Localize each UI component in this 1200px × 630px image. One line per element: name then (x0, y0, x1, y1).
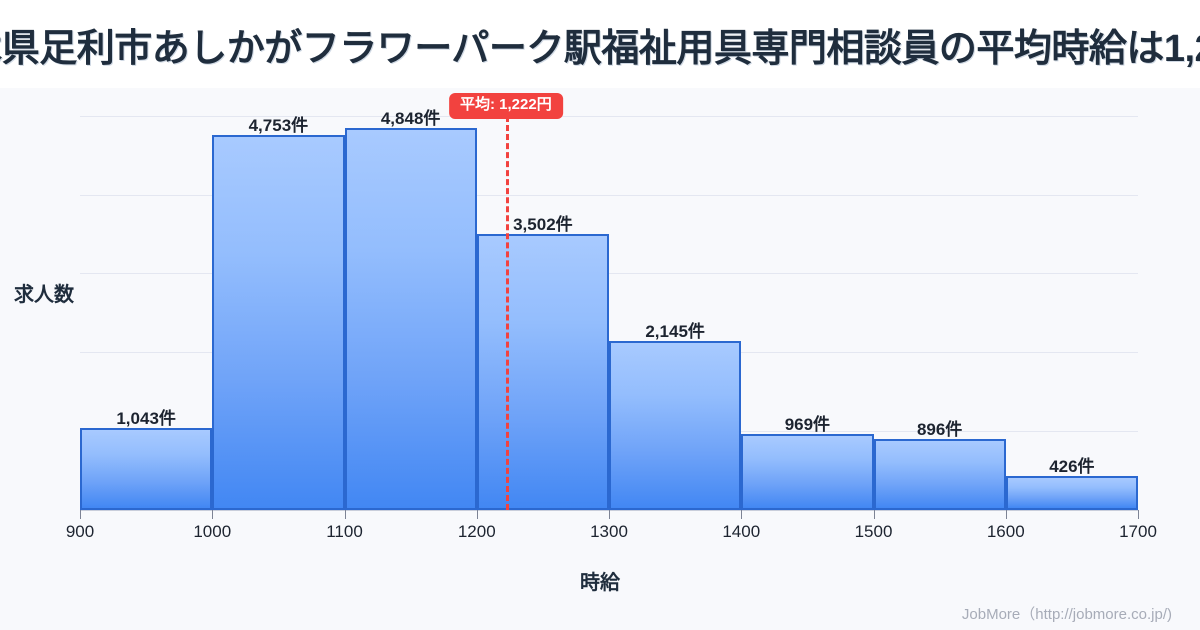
page-title: 木県足利市あしかがフラワーパーク駅福祉用具専門相談員の平均時給は1,22 (0, 0, 1200, 88)
histogram-bar[interactable] (80, 427, 213, 510)
x-axis-tick (1138, 510, 1139, 519)
gridline (80, 273, 1138, 275)
y-axis-title: 求人数 (14, 284, 74, 306)
x-axis-tick (609, 510, 610, 519)
x-axis-tick (873, 510, 875, 519)
histogram-bar[interactable] (476, 233, 609, 510)
footer-credit: JobMore（http://jobmore.co.jp/) (961, 606, 1172, 623)
x-axis-tick-label: 1400 (722, 522, 761, 541)
gridline (80, 115, 1138, 117)
bar-value-label: 969件 (784, 414, 831, 434)
mean-badge: 平均: 1,222円 (448, 93, 563, 119)
x-axis-tick-label: 1100 (326, 522, 363, 541)
page-title-text: 木県足利市あしかがフラワーパーク駅福祉用具専門相談員の平均時給は1,22 (0, 27, 1200, 70)
x-axis-tick-label: 1200 (457, 522, 496, 541)
x-axis-tick (741, 510, 743, 519)
plot-area: 1,043件 4,753件 4,848件 3,502件 2,145件 969件 896件 42… (80, 100, 1138, 510)
mean-dashed-line (505, 116, 509, 510)
bar-value-label: 4,848件 (380, 108, 441, 128)
x-axis-tick-label: 1600 (986, 522, 1025, 541)
histogram-bar[interactable] (741, 433, 874, 510)
bar-value-label: 896件 (916, 420, 963, 440)
histogram-bar[interactable] (212, 135, 345, 510)
chart-panel: 求人数 1,043件 4,753件 4,848件 3,502件 2,145件 969件 89… (0, 88, 1200, 630)
x-axis-tick (476, 510, 478, 519)
bar-value-label: 4,753件 (248, 116, 309, 136)
x-axis-tick-label: 1000 (193, 522, 232, 541)
x-axis-tick (212, 510, 214, 519)
x-axis-title: 時給 (580, 572, 620, 594)
histogram-bar[interactable] (873, 439, 1006, 510)
bar-value-label: 426件 (1049, 457, 1095, 477)
x-axis-tick-label: 1500 (854, 522, 893, 541)
x-axis-tick-label: 1700 (1119, 522, 1157, 541)
histogram-bar[interactable] (1005, 476, 1138, 510)
histogram-bar[interactable] (609, 340, 742, 510)
x-axis-tick-label: 1300 (590, 522, 628, 541)
x-axis-tick (344, 510, 346, 519)
x-axis-tick (1005, 510, 1007, 519)
histogram-bar[interactable] (344, 127, 477, 510)
x-axis-tick (80, 510, 81, 519)
bar-value-label: 1,043件 (116, 408, 176, 428)
bar-value-label: 2,145件 (645, 321, 705, 341)
x-axis-tick-label: 900 (65, 522, 95, 541)
bar-value-label: 3,502件 (513, 214, 573, 234)
gridline (80, 194, 1138, 196)
